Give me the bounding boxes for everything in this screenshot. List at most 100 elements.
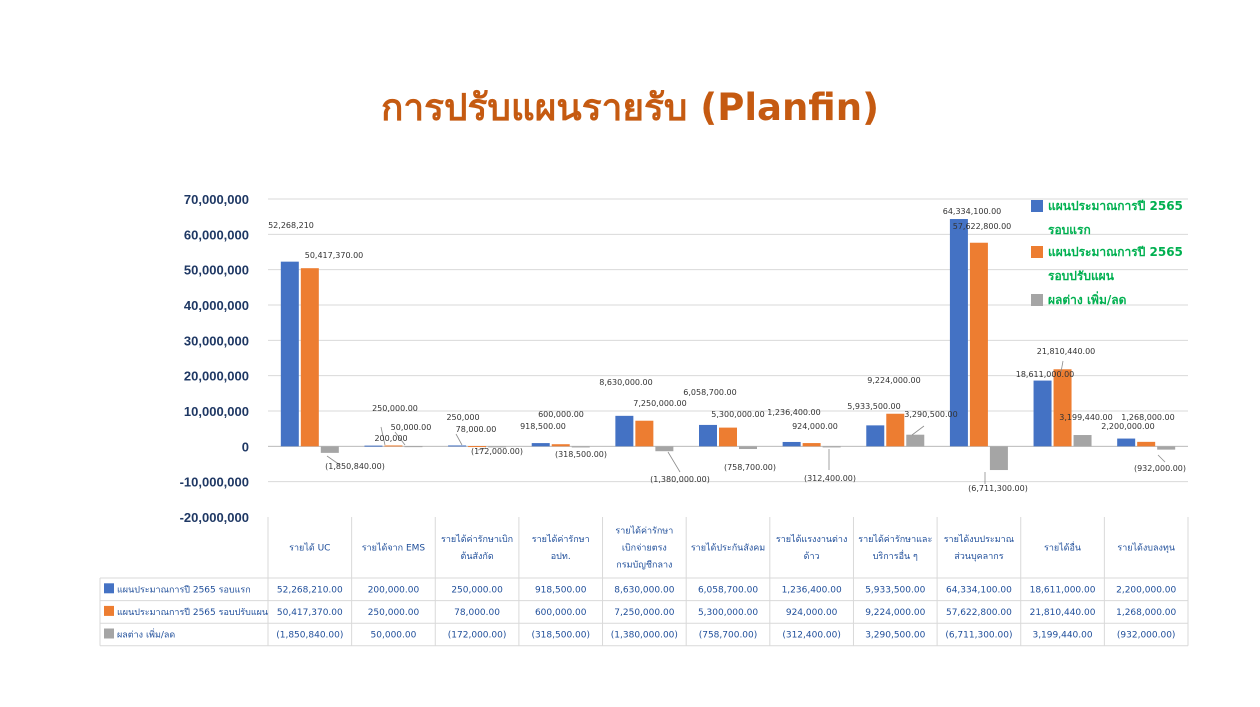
label-leader-line — [667, 451, 681, 473]
data-label: 918,500.00 — [520, 422, 566, 431]
bar — [1157, 446, 1176, 450]
table-cell: (312,400.00) — [782, 631, 841, 641]
data-label: 5,933,500.00 — [847, 402, 900, 411]
table-category-header: รายได้จาก EMS — [362, 543, 426, 554]
bar — [1137, 441, 1156, 447]
data-label: 50,417,370.00 — [305, 251, 364, 260]
table-category-header: รายได้แรงงานต่าง — [776, 534, 847, 545]
table-category-header: รายได้ค่ารักษา — [615, 526, 673, 537]
data-label: 52,268,210 — [268, 221, 314, 230]
data-label: 1,236,400.00 — [767, 408, 820, 417]
data-label: 250,000 — [446, 413, 479, 422]
bar — [364, 445, 383, 447]
table-cell: 50,417,370.00 — [277, 608, 343, 618]
table-category-header: ส่วนบุคลากร — [954, 552, 1003, 562]
data-label: (6,711,300.00) — [968, 484, 1028, 493]
y-tick-label: 10,000,000 — [184, 404, 249, 419]
table-cell: 600,000.00 — [535, 608, 587, 618]
bar — [655, 446, 674, 452]
bar — [699, 424, 717, 447]
y-tick-label: 40,000,000 — [184, 298, 249, 313]
bar — [886, 413, 905, 447]
table-cell: 200,000.00 — [368, 585, 420, 595]
data-label: 600,000.00 — [538, 410, 584, 419]
table-cell: 6,058,700.00 — [698, 585, 758, 595]
data-label: 924,000.00 — [792, 422, 838, 431]
table-cell: (1,380,000.00) — [611, 631, 678, 641]
table-cell: 924,000.00 — [786, 608, 838, 618]
data-label: 1,268,000.00 — [1121, 413, 1174, 422]
bar — [739, 446, 757, 450]
table-cell: (318,500.00) — [531, 631, 590, 641]
table-cell: 21,810,440.00 — [1030, 608, 1096, 618]
data-label: (1,380,000.00) — [650, 475, 710, 484]
label-leader-line — [911, 425, 925, 436]
y-tick-label: 70,000,000 — [184, 192, 249, 207]
bar — [1053, 369, 1072, 447]
table-cell: 918,500.00 — [535, 585, 587, 595]
legend-label: รอบปรับแผน — [1048, 269, 1115, 283]
label-leader-line — [326, 455, 341, 466]
legend-label: รอบแรก — [1048, 223, 1091, 237]
table-category-header: ด้าว — [804, 551, 820, 562]
table-cell: 250,000.00 — [451, 585, 503, 595]
data-label: 18,611,000.00 — [1016, 370, 1075, 379]
legend-swatch — [1031, 200, 1043, 212]
table-cell: 250,000.00 — [368, 608, 420, 618]
label-leader-line — [1157, 454, 1166, 463]
legend-label: แผนประมาณการปี 2565 — [1048, 199, 1183, 213]
table-category-header: รายได้ประกันสังคม — [691, 543, 765, 554]
table-legend-key — [104, 605, 114, 616]
legend-label: แผนประมาณการปี 2565 — [1048, 245, 1183, 259]
y-tick-label: 0 — [242, 439, 249, 454]
slide-title: การปรับแผนรายรับ (Planfin) — [381, 86, 879, 129]
table-series-name: แผนประมาณการปี 2565 รอบปรับแผน — [117, 607, 268, 618]
bar — [468, 446, 487, 448]
y-tick-label: 20,000,000 — [184, 369, 249, 384]
bar — [531, 443, 550, 447]
y-tick-label: 60,000,000 — [184, 227, 249, 242]
label-leader-line — [477, 447, 487, 451]
data-label: 7,250,000.00 — [633, 399, 686, 408]
table-cell: 7,250,000.00 — [614, 608, 674, 618]
data-label: 6,058,700.00 — [683, 388, 736, 397]
bar — [488, 446, 507, 448]
table-cell: 1,268,000.00 — [1116, 608, 1176, 618]
table-category-header: รายได้ค่ารักษาเบิก — [441, 534, 513, 545]
bar — [448, 445, 467, 447]
table-cell: 57,622,800.00 — [946, 608, 1012, 618]
table-cell: 18,611,000.00 — [1030, 585, 1096, 595]
data-label: (318,500.00) — [555, 450, 607, 459]
table-cell: (6,711,300.00) — [945, 631, 1012, 641]
bars — [280, 219, 1176, 471]
bar — [1033, 380, 1052, 447]
table-cell: (172,000.00) — [448, 631, 507, 641]
data-label: (172,000.00) — [471, 447, 523, 456]
data-label: 200,000 — [374, 434, 407, 443]
label-leader-line — [394, 431, 406, 446]
table-cell: 5,933,500.00 — [865, 585, 925, 595]
bar — [280, 261, 299, 447]
table-category-header: รายได้งบลงทุน — [1117, 543, 1175, 554]
data-labels: 52,268,210 200,000 250,000 918,500.00 8,630,… — [268, 207, 1186, 493]
data-label: 5,300,000.00 — [711, 410, 764, 419]
table-cell: (932,000.00) — [1117, 631, 1176, 641]
data-label: 250,000.00 — [372, 404, 418, 413]
table-series-name: ผลต่าง เพิ่ม/ลด — [117, 628, 175, 641]
table-cell: 9,224,000.00 — [865, 608, 925, 618]
bar — [300, 268, 319, 447]
label-leader-line — [1060, 360, 1064, 373]
bar — [551, 444, 570, 447]
bar — [384, 445, 403, 447]
table-cell: 2,200,000.00 — [1116, 585, 1176, 595]
data-label: 8,630,000.00 — [599, 378, 652, 387]
label-leaders — [326, 360, 1166, 484]
table-category-header: รายได้อื่น — [1044, 541, 1081, 554]
y-tick-label: 30,000,000 — [184, 333, 249, 348]
bar — [949, 219, 968, 447]
table-cell: 8,630,000.00 — [614, 585, 674, 595]
data-label: (312,400.00) — [804, 474, 856, 483]
data-label: 3,290,500.00 — [904, 410, 957, 419]
legend-swatch — [1031, 246, 1043, 258]
table-cell: 3,199,440.00 — [1032, 631, 1092, 641]
